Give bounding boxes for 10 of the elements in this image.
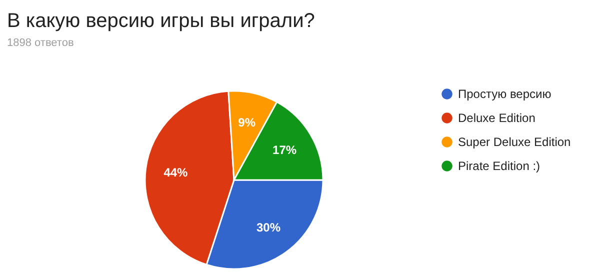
legend-label: Super Deluxe Edition bbox=[458, 135, 571, 149]
chart-title: В какую версию игры вы играли? bbox=[7, 10, 315, 32]
legend-label: Pirate Edition :) bbox=[458, 159, 540, 173]
data-label: 9% bbox=[238, 116, 256, 130]
data-label: 44% bbox=[164, 166, 188, 180]
text: 1898 ответов bbox=[7, 37, 74, 49]
legend-label: Deluxe Edition bbox=[458, 111, 536, 125]
data-label: 17% bbox=[272, 143, 297, 158]
data-label: 30% bbox=[256, 220, 281, 235]
legend-label: Простую версию bbox=[458, 87, 552, 101]
